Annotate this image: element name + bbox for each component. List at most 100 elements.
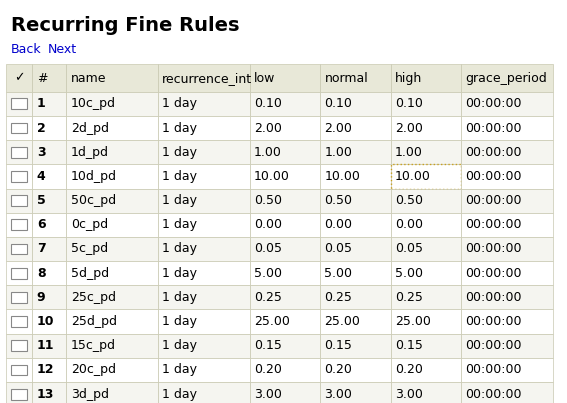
Bar [391, 261, 461, 285]
Text: 5d_pd: 5d_pd [71, 267, 109, 280]
Text: 1 day: 1 day [162, 170, 197, 183]
Bar [249, 92, 320, 116]
Text: 1 day: 1 day [162, 218, 197, 231]
Text: 0.15: 0.15 [324, 339, 352, 352]
Bar [320, 213, 391, 237]
Text: 00:00:00: 00:00:00 [466, 291, 522, 304]
Text: 00:00:00: 00:00:00 [466, 170, 522, 183]
Text: 10: 10 [37, 315, 54, 328]
Bar [391, 92, 461, 116]
Bar [66, 310, 158, 334]
Text: 0.15: 0.15 [254, 339, 282, 352]
Text: 3d_pd: 3d_pd [71, 388, 109, 401]
Bar [66, 140, 158, 164]
Text: 5.00: 5.00 [324, 267, 353, 280]
Bar [32, 64, 66, 92]
Bar [11, 316, 27, 327]
Bar [32, 285, 66, 310]
Bar [158, 189, 249, 213]
Text: grace_period: grace_period [466, 72, 547, 85]
Bar [391, 285, 461, 310]
Bar [320, 189, 391, 213]
Text: 00:00:00: 00:00:00 [466, 122, 522, 135]
Bar [461, 92, 553, 116]
Bar [249, 116, 320, 140]
Bar [32, 237, 66, 261]
Bar [66, 64, 158, 92]
Bar [158, 285, 249, 310]
Text: 5.00: 5.00 [254, 267, 282, 280]
Bar [6, 358, 32, 382]
Bar [249, 140, 320, 164]
Bar [32, 164, 66, 189]
Bar [320, 92, 391, 116]
Text: 25.00: 25.00 [324, 315, 361, 328]
Bar [391, 237, 461, 261]
Bar [6, 261, 32, 285]
Bar [391, 358, 461, 382]
Text: 3.00: 3.00 [254, 388, 282, 401]
Bar [249, 358, 320, 382]
Text: 0.00: 0.00 [395, 218, 423, 231]
Text: 2: 2 [37, 122, 45, 135]
Text: 11: 11 [37, 339, 54, 352]
Bar [320, 334, 391, 358]
Text: 3: 3 [37, 146, 45, 159]
Bar [249, 261, 320, 285]
Text: 0c_pd: 0c_pd [71, 218, 108, 231]
Bar [461, 285, 553, 310]
Bar [249, 310, 320, 334]
Text: 1 day: 1 day [162, 243, 197, 256]
Text: high: high [395, 72, 422, 85]
Text: 1 day: 1 day [162, 97, 197, 110]
Text: 15c_pd: 15c_pd [71, 339, 116, 352]
Bar [320, 261, 391, 285]
Text: 00:00:00: 00:00:00 [466, 97, 522, 110]
Bar [158, 92, 249, 116]
Text: 1 day: 1 day [162, 267, 197, 280]
Bar [249, 237, 320, 261]
Bar [32, 261, 66, 285]
Bar [11, 268, 27, 278]
Bar [158, 237, 249, 261]
Bar [249, 213, 320, 237]
Bar [11, 219, 27, 230]
Bar [6, 237, 32, 261]
Text: 4: 4 [37, 170, 45, 183]
Text: 0.10: 0.10 [395, 97, 423, 110]
Bar [391, 334, 461, 358]
Text: 0.50: 0.50 [324, 194, 353, 207]
Bar [11, 195, 27, 206]
Bar [66, 164, 158, 189]
Text: 0.00: 0.00 [324, 218, 353, 231]
Text: 1 day: 1 day [162, 146, 197, 159]
Text: 00:00:00: 00:00:00 [466, 388, 522, 401]
Bar [6, 92, 32, 116]
Bar [391, 116, 461, 140]
Bar [249, 334, 320, 358]
Text: 12: 12 [37, 364, 54, 376]
Text: 1 day: 1 day [162, 339, 197, 352]
Bar [66, 189, 158, 213]
Text: 00:00:00: 00:00:00 [466, 146, 522, 159]
Bar [391, 140, 461, 164]
Bar [320, 285, 391, 310]
Text: Next: Next [48, 43, 77, 56]
Text: 0.15: 0.15 [395, 339, 423, 352]
Text: 0.25: 0.25 [254, 291, 282, 304]
Bar [6, 116, 32, 140]
Text: 6: 6 [37, 218, 45, 231]
Bar [461, 358, 553, 382]
Text: 0.00: 0.00 [254, 218, 282, 231]
Text: 10.00: 10.00 [254, 170, 290, 183]
Text: name: name [71, 72, 106, 85]
Bar [6, 310, 32, 334]
Text: Back: Back [11, 43, 42, 56]
Bar [66, 358, 158, 382]
Bar [6, 189, 32, 213]
Bar [11, 389, 27, 400]
Bar [6, 285, 32, 310]
Text: 1 day: 1 day [162, 122, 197, 135]
Text: 5c_pd: 5c_pd [71, 243, 108, 256]
Text: 00:00:00: 00:00:00 [466, 243, 522, 256]
